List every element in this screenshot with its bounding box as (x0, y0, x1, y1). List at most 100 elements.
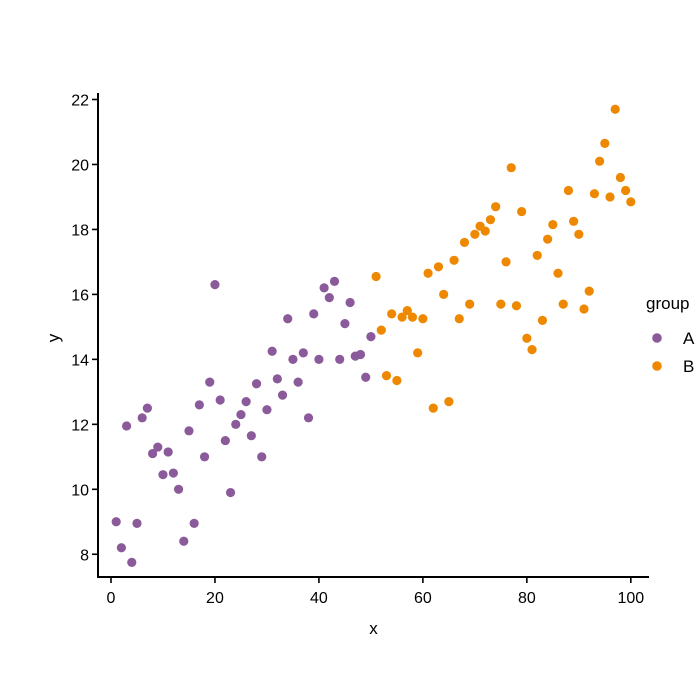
point-a-37 (298, 348, 308, 358)
point-b-33 (537, 315, 548, 325)
point-a-30 (262, 405, 272, 415)
point-a-26 (241, 396, 251, 407)
point-a-29 (257, 452, 267, 462)
x-tick-label-80: 80 (518, 590, 536, 607)
point-a-43 (329, 276, 340, 286)
y-tick-label-8: 8 (80, 547, 89, 564)
point-b-31 (527, 345, 537, 355)
point-b-12 (428, 403, 438, 413)
point-b-46 (605, 192, 615, 202)
point-a-21 (215, 395, 225, 405)
point-a-50 (366, 332, 376, 342)
point-a-15 (184, 426, 194, 436)
point-a-41 (319, 283, 329, 293)
point-b-5 (392, 375, 402, 386)
point-b-50 (626, 197, 636, 207)
point-b-47 (610, 104, 620, 114)
axes-layer: 0 20 40 60 80 100 8 10 12 14 16 18 20 22 (71, 92, 649, 607)
point-a-24 (231, 419, 241, 429)
point-b-14 (439, 289, 449, 299)
x-tick-label-0: 0 (107, 590, 116, 607)
point-a-36 (293, 377, 303, 387)
point-b-38 (563, 185, 574, 196)
point-a-25 (236, 409, 246, 420)
point-b-8 (407, 312, 418, 322)
x-tick-label-100: 100 (617, 590, 644, 607)
point-b-13 (433, 262, 444, 272)
point-a-4 (127, 557, 137, 567)
point-a-28 (251, 379, 262, 389)
point-b-22 (480, 226, 490, 236)
point-a-22 (220, 435, 230, 446)
y-tick-label-12: 12 (71, 417, 89, 434)
legend-label-b: B (683, 357, 694, 376)
point-a-20 (210, 280, 220, 290)
point-b-9 (413, 348, 423, 358)
legend-key-b (652, 361, 662, 371)
point-b-28 (511, 301, 522, 311)
y-tick-label-16: 16 (71, 287, 89, 304)
point-b-26 (501, 257, 511, 267)
x-tick-label-20: 20 (206, 590, 224, 607)
point-b-44 (595, 156, 605, 166)
point-b-30 (522, 333, 532, 343)
point-a-48 (355, 349, 366, 360)
point-b-48 (615, 172, 626, 183)
point-a-18 (199, 452, 210, 462)
point-a-13 (173, 484, 184, 494)
y-tick-label-14: 14 (71, 352, 89, 369)
point-b-4 (387, 309, 397, 319)
point-a-12 (168, 468, 178, 478)
point-a-2 (116, 543, 126, 553)
x-axis-title: x (369, 619, 378, 638)
point-a-44 (335, 354, 345, 364)
point-b-34 (543, 234, 553, 244)
point-a-27 (246, 431, 256, 441)
y-tick-label-18: 18 (71, 222, 89, 239)
y-tick-label-10: 10 (71, 482, 89, 499)
legend-title: group (646, 294, 689, 313)
point-b-42 (584, 286, 594, 296)
point-a-34 (283, 314, 293, 324)
y-tick-label-22: 22 (71, 92, 89, 109)
legend-items: AB (652, 329, 695, 376)
point-a-40 (314, 354, 324, 364)
point-b-40 (574, 229, 584, 239)
point-a-5 (132, 518, 142, 529)
point-b-18 (459, 237, 470, 248)
legend-key-a (652, 333, 662, 343)
point-b-45 (600, 138, 610, 148)
point-b-24 (491, 202, 501, 212)
point-a-45 (340, 319, 350, 329)
point-b-1 (371, 271, 381, 282)
point-a-38 (303, 413, 314, 423)
point-a-39 (309, 309, 319, 319)
point-b-3 (381, 371, 392, 381)
point-a-42 (324, 293, 334, 303)
point-b-2 (376, 325, 386, 335)
point-a-14 (179, 536, 189, 546)
point-b-7 (402, 306, 412, 316)
y-tick-label-20: 20 (71, 157, 89, 174)
point-a-33 (277, 390, 288, 400)
point-b-25 (496, 299, 506, 309)
point-b-16 (449, 255, 459, 265)
point-b-41 (579, 304, 589, 314)
point-a-16 (189, 518, 199, 529)
point-a-19 (205, 377, 215, 387)
point-a-32 (272, 374, 282, 384)
point-b-32 (532, 250, 542, 261)
point-a-49 (361, 372, 371, 382)
points-layer (111, 104, 636, 567)
x-tick-label-40: 40 (310, 590, 328, 607)
legend: group AB (646, 294, 695, 376)
point-a-31 (267, 346, 277, 356)
point-b-49 (621, 185, 631, 196)
point-b-35 (548, 219, 558, 230)
point-b-10 (418, 314, 428, 324)
point-a-17 (194, 400, 204, 410)
point-b-43 (589, 189, 600, 199)
point-b-23 (485, 215, 496, 225)
point-a-35 (288, 354, 298, 364)
